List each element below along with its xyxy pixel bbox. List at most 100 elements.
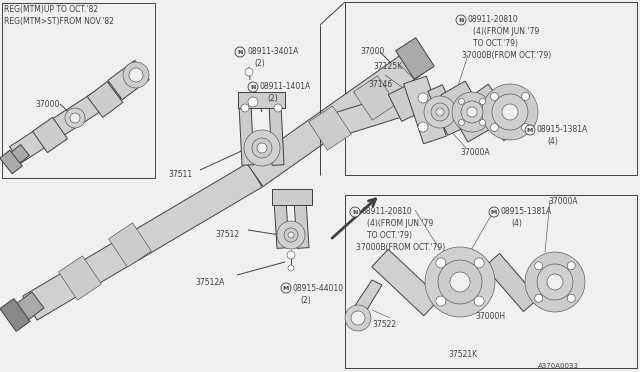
Text: M: M	[283, 285, 289, 291]
Polygon shape	[428, 85, 462, 135]
Circle shape	[123, 62, 149, 88]
Text: 08915-1381A: 08915-1381A	[537, 125, 588, 134]
Bar	[345, 2, 637, 175]
Circle shape	[479, 98, 486, 105]
Polygon shape	[294, 200, 309, 248]
Text: M: M	[527, 128, 533, 132]
Polygon shape	[484, 253, 538, 311]
Circle shape	[277, 221, 305, 249]
Circle shape	[288, 265, 294, 271]
Circle shape	[547, 274, 563, 290]
Text: (4): (4)	[511, 219, 522, 228]
Polygon shape	[441, 81, 492, 142]
Circle shape	[567, 294, 575, 302]
Text: (4)(FROM JUN.'79: (4)(FROM JUN.'79	[473, 27, 540, 36]
Text: 37125K: 37125K	[373, 62, 402, 71]
Text: 37146: 37146	[368, 80, 392, 89]
Text: REG(MTM>ST)FROM NOV.'82: REG(MTM>ST)FROM NOV.'82	[4, 17, 114, 26]
Circle shape	[244, 130, 280, 166]
Circle shape	[345, 305, 371, 331]
Text: (4): (4)	[547, 137, 558, 146]
Bar	[345, 195, 637, 368]
Circle shape	[281, 283, 291, 293]
Circle shape	[436, 296, 446, 306]
Circle shape	[490, 93, 499, 100]
Circle shape	[492, 94, 528, 130]
Text: N: N	[250, 84, 256, 90]
Text: A370A0033: A370A0033	[538, 363, 579, 369]
Circle shape	[525, 125, 535, 135]
Circle shape	[490, 124, 499, 132]
Circle shape	[425, 247, 495, 317]
Polygon shape	[23, 163, 262, 320]
Circle shape	[418, 122, 428, 132]
Circle shape	[567, 262, 575, 270]
Bar	[2, 3, 155, 178]
Text: 37522: 37522	[372, 320, 396, 329]
Circle shape	[245, 68, 253, 76]
Circle shape	[248, 82, 258, 92]
Circle shape	[284, 228, 298, 242]
Circle shape	[431, 103, 449, 121]
Polygon shape	[372, 249, 440, 316]
Polygon shape	[12, 292, 44, 323]
Polygon shape	[10, 92, 106, 163]
Circle shape	[537, 264, 573, 300]
Text: 37512A: 37512A	[195, 278, 225, 287]
Circle shape	[274, 104, 282, 112]
Circle shape	[248, 97, 258, 107]
Polygon shape	[247, 51, 423, 186]
Text: 08915-1381A: 08915-1381A	[501, 207, 552, 216]
Text: 37000B(FROM OCT.'79): 37000B(FROM OCT.'79)	[462, 51, 551, 60]
Polygon shape	[272, 189, 312, 205]
Text: 08911-1401A: 08911-1401A	[260, 82, 311, 91]
Circle shape	[70, 113, 80, 123]
Circle shape	[474, 296, 484, 306]
Polygon shape	[274, 200, 289, 248]
Text: M: M	[491, 209, 497, 215]
Polygon shape	[269, 105, 284, 165]
Text: REG(MTM)UP TO OCT.'82: REG(MTM)UP TO OCT.'82	[4, 5, 98, 14]
Polygon shape	[239, 105, 254, 165]
Circle shape	[288, 232, 294, 238]
Polygon shape	[388, 84, 422, 121]
Circle shape	[522, 124, 529, 132]
Text: TO OCT.'79): TO OCT.'79)	[367, 231, 412, 240]
Text: 08911-20810: 08911-20810	[468, 15, 519, 24]
Circle shape	[535, 294, 543, 302]
Text: 08915-44010: 08915-44010	[293, 284, 344, 293]
Text: (2): (2)	[254, 59, 265, 68]
Polygon shape	[6, 145, 29, 167]
Text: (2): (2)	[300, 296, 311, 305]
Circle shape	[525, 252, 585, 312]
Circle shape	[467, 107, 477, 117]
Text: (2): (2)	[267, 94, 278, 103]
Circle shape	[522, 93, 529, 100]
Circle shape	[482, 84, 538, 140]
Circle shape	[438, 260, 482, 304]
Polygon shape	[59, 256, 101, 300]
Circle shape	[235, 47, 245, 57]
Polygon shape	[0, 299, 30, 331]
Polygon shape	[33, 117, 67, 153]
Circle shape	[351, 311, 365, 325]
Circle shape	[129, 68, 143, 82]
Text: N: N	[237, 49, 243, 55]
Circle shape	[241, 104, 249, 112]
Text: 37000A: 37000A	[460, 148, 490, 157]
Text: 37512: 37512	[215, 230, 239, 239]
Text: 37511: 37511	[168, 170, 192, 179]
Polygon shape	[472, 84, 520, 141]
Circle shape	[535, 262, 543, 270]
Circle shape	[474, 258, 484, 268]
Circle shape	[458, 98, 465, 105]
Circle shape	[436, 108, 444, 116]
Circle shape	[252, 138, 272, 158]
Text: 37521K: 37521K	[448, 350, 477, 359]
Text: 08911-3401A: 08911-3401A	[247, 47, 298, 56]
Polygon shape	[87, 81, 123, 118]
Polygon shape	[353, 76, 396, 120]
Circle shape	[350, 207, 360, 217]
Circle shape	[461, 101, 483, 123]
Text: 37000: 37000	[360, 47, 385, 56]
